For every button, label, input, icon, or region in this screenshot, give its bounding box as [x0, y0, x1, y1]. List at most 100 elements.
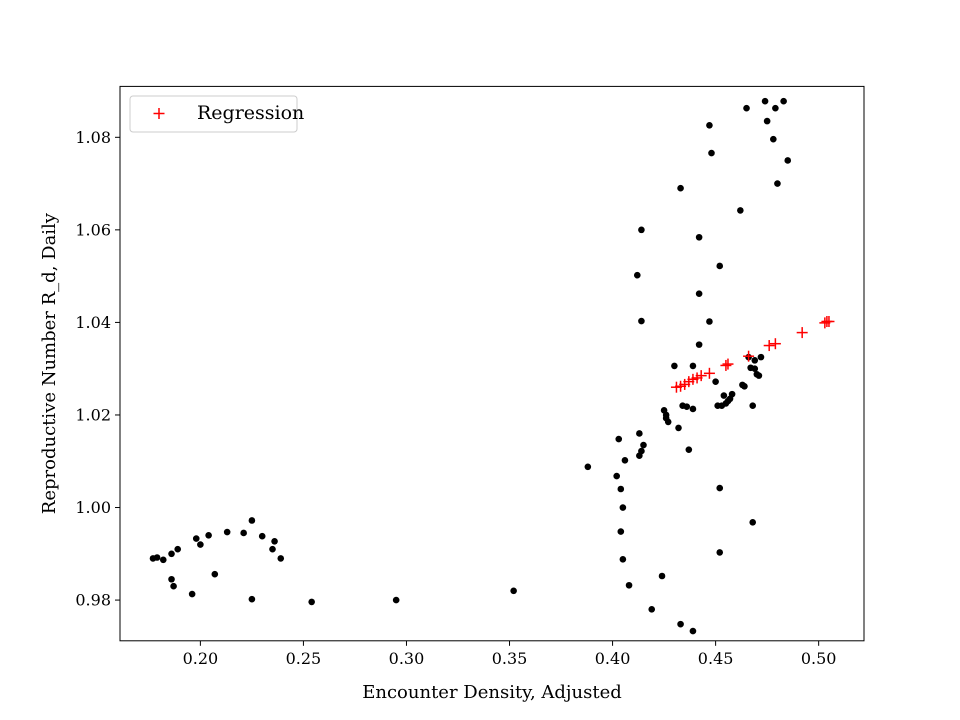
y-tick-label: 1.08 — [75, 128, 111, 147]
data-point — [633, 271, 641, 279]
data-point — [613, 472, 620, 480]
data-point — [677, 620, 684, 628]
data-point — [716, 262, 724, 270]
x-tick-label: 0.50 — [801, 649, 837, 668]
data-point — [749, 519, 757, 526]
x-tick-label: 0.30 — [389, 649, 425, 668]
legend-box — [129, 95, 298, 133]
data-point — [159, 556, 167, 564]
data-point — [706, 121, 713, 129]
plot-background — [120, 86, 864, 641]
regression-point — [823, 315, 835, 327]
data-point — [617, 485, 625, 493]
data-point — [211, 570, 219, 578]
plot-frame — [119, 85, 865, 642]
legend-label-regression: Regression — [197, 102, 304, 124]
data-point — [749, 402, 757, 410]
x-axis-label: Encounter Density, Adjusted — [362, 682, 622, 703]
data-point — [716, 549, 724, 556]
data-point — [619, 556, 627, 563]
data-point — [248, 517, 256, 524]
data-point — [671, 362, 678, 370]
data-point — [192, 535, 200, 542]
data-point — [708, 149, 715, 157]
data-point — [757, 353, 765, 361]
y-axis-ticks: 0.98 1.00 1.02 1.04 1.06 1.08 — [75, 128, 120, 610]
data-point — [617, 528, 625, 535]
y-tick-label: 0.98 — [75, 591, 111, 610]
data-point — [743, 104, 750, 112]
data-point — [168, 550, 175, 558]
data-point — [780, 97, 787, 105]
data-point — [712, 378, 719, 385]
data-point — [728, 390, 736, 398]
data-marks — [149, 97, 835, 635]
data-point — [271, 538, 278, 545]
regression-point — [720, 359, 732, 371]
data-point — [685, 446, 693, 453]
data-point — [625, 581, 633, 589]
data-point — [706, 318, 713, 325]
data-point — [677, 184, 684, 192]
x-axis-ticks: 0.20 0.25 0.30 0.35 0.40 0.45 0.50 — [183, 640, 837, 668]
data-point — [716, 484, 724, 492]
y-tick-label: 1.02 — [75, 405, 111, 424]
data-point — [741, 382, 748, 390]
data-point — [188, 590, 196, 598]
data-point — [761, 97, 769, 105]
data-point — [695, 233, 703, 241]
data-point — [258, 532, 266, 540]
data-point — [695, 341, 703, 348]
data-point — [763, 117, 771, 125]
data-point — [689, 362, 697, 370]
data-point — [223, 528, 231, 536]
regression-point — [769, 338, 781, 350]
data-point — [755, 372, 763, 379]
y-tick-label: 1.06 — [75, 220, 111, 239]
x-tick-label: 0.20 — [183, 649, 219, 668]
data-point — [720, 392, 728, 399]
data-point — [619, 504, 627, 511]
data-point — [615, 435, 623, 443]
data-point — [751, 365, 759, 372]
data-point — [638, 317, 645, 325]
data-point — [269, 545, 276, 553]
data-point — [683, 403, 691, 410]
plot-area — [119, 85, 865, 642]
regression-point — [763, 340, 775, 352]
data-point — [248, 595, 256, 603]
data-point — [510, 587, 517, 595]
data-point — [277, 555, 285, 562]
data-point — [664, 418, 672, 426]
data-point — [170, 582, 177, 590]
y-tick-label: 1.04 — [75, 313, 111, 332]
x-tick-label: 0.45 — [698, 649, 734, 668]
data-point — [774, 180, 781, 187]
regression-point — [796, 327, 808, 339]
data-point — [695, 290, 703, 298]
data-point — [168, 575, 175, 583]
data-point — [638, 226, 645, 234]
data-point — [737, 207, 744, 214]
data-point — [638, 447, 645, 455]
regression-point — [695, 370, 707, 382]
regression-point — [703, 367, 715, 379]
data-point — [784, 157, 792, 164]
data-point — [153, 554, 161, 561]
x-tick-label: 0.25 — [286, 649, 322, 668]
data-point — [648, 606, 656, 613]
data-point — [770, 135, 777, 143]
data-point — [205, 531, 212, 539]
data-point — [392, 596, 400, 604]
data-point — [689, 627, 697, 635]
regression-point — [722, 358, 734, 370]
y-tick-label: 1.00 — [75, 498, 111, 517]
data-point — [197, 541, 204, 548]
data-point — [675, 424, 682, 432]
x-tick-label: 0.40 — [595, 649, 631, 668]
x-tick-label: 0.35 — [492, 649, 528, 668]
data-point — [636, 430, 643, 437]
data-point — [751, 357, 759, 364]
data-point — [621, 457, 629, 464]
